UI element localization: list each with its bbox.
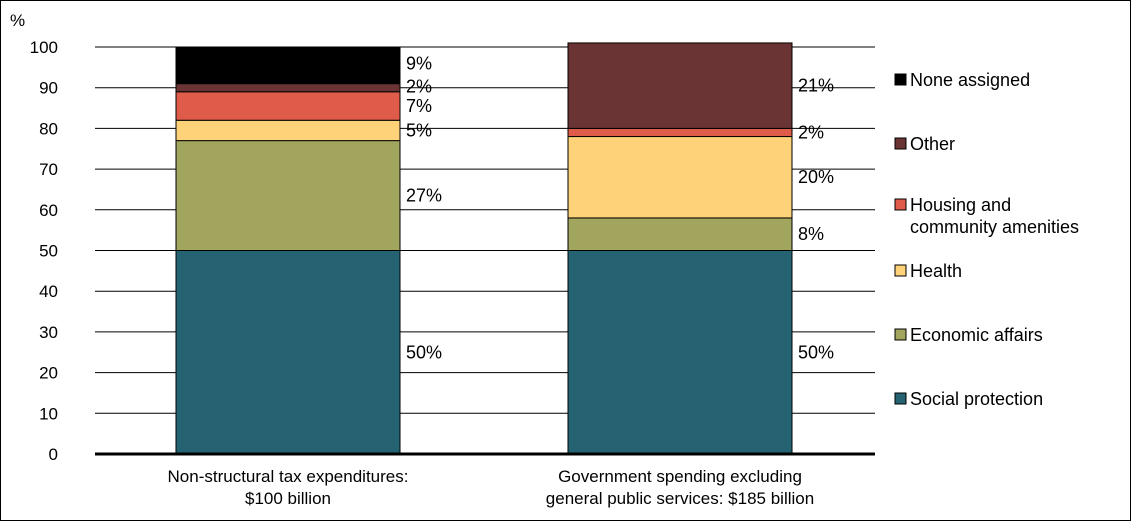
data-labels: 50%27%5%7%2%9%50%8%20%2%21% xyxy=(406,53,834,362)
y-tick-label-30: 30 xyxy=(39,323,58,342)
x-category-label-1-line-2: $100 billion xyxy=(245,489,331,508)
x-category-label-2-line-1: Government spending excluding xyxy=(558,467,802,486)
data-label-health-2: 20% xyxy=(798,167,834,187)
y-tick-label-100: 100 xyxy=(30,38,58,57)
y-tick-label-40: 40 xyxy=(39,282,58,301)
data-label-social-protection-1: 50% xyxy=(406,342,442,362)
bar-segment-health-1 xyxy=(175,119,401,142)
y-tick-label-60: 60 xyxy=(39,201,58,220)
data-label-housing-and-community-amenities-2: 2% xyxy=(798,122,824,142)
y-axis-unit-label: % xyxy=(10,11,25,30)
legend-swatch-other xyxy=(894,137,907,150)
bar-segment-economic-affairs-1 xyxy=(175,140,401,251)
data-label-other-1: 2% xyxy=(406,77,432,97)
legend-label-none-assigned: None assigned xyxy=(910,70,1030,90)
legend-label-housing-and-community-amenities-line-1: Housing and xyxy=(910,195,1011,215)
legend-label-health: Health xyxy=(910,261,962,281)
x-category-label-2-line-2: general public services: $185 billion xyxy=(546,489,814,508)
legend-label-economic-affairs: Economic affairs xyxy=(910,325,1043,345)
y-tick-label-10: 10 xyxy=(39,404,58,423)
y-tick-label-80: 80 xyxy=(39,119,58,138)
legend-swatch-housing-and-community-amenities xyxy=(894,198,907,211)
bar-segment-other-1 xyxy=(175,83,401,93)
bar-segment-social-protection-2 xyxy=(567,250,793,455)
legend-label-social-protection: Social protection xyxy=(910,389,1043,409)
legend-swatch-none-assigned xyxy=(894,73,907,86)
y-tick-label-20: 20 xyxy=(39,364,58,383)
y-tick-label-50: 50 xyxy=(39,242,58,261)
data-label-economic-affairs-2: 8% xyxy=(798,224,824,244)
data-label-social-protection-2: 50% xyxy=(798,342,834,362)
y-tick-label-70: 70 xyxy=(39,160,58,179)
data-label-other-2: 21% xyxy=(798,76,834,96)
data-label-housing-and-community-amenities-1: 7% xyxy=(406,96,432,116)
bar-segment-housing-and-community-amenities-2 xyxy=(567,127,793,138)
bars xyxy=(175,42,793,455)
legend-swatch-health xyxy=(894,264,907,277)
bar-segment-health-2 xyxy=(567,136,793,219)
bar-segment-other-2 xyxy=(567,42,793,129)
bar-segment-economic-affairs-2 xyxy=(567,217,793,252)
legend-label-housing-and-community-amenities-line-2: community amenities xyxy=(910,217,1079,237)
data-label-health-1: 5% xyxy=(406,120,432,140)
bar-segment-housing-and-community-amenities-1 xyxy=(175,91,401,121)
legend-label-other: Other xyxy=(910,134,955,154)
data-label-none-assigned-1: 9% xyxy=(406,53,432,73)
axes: % 0 10 20 30 40 50 60 70 80 90 100 Non-structural ta… xyxy=(10,11,875,508)
y-tick-label-90: 90 xyxy=(39,79,58,98)
bar-segment-social-protection-1 xyxy=(175,250,401,455)
x-category-label-1-line-1: Non-structural tax expenditures: xyxy=(168,467,409,486)
legend-swatch-economic-affairs xyxy=(894,328,907,341)
y-tick-label-0: 0 xyxy=(49,445,58,464)
bar-segment-none-assigned-1 xyxy=(175,46,401,85)
data-label-economic-affairs-1: 27% xyxy=(406,186,442,206)
legend-swatch-social-protection xyxy=(894,392,907,405)
